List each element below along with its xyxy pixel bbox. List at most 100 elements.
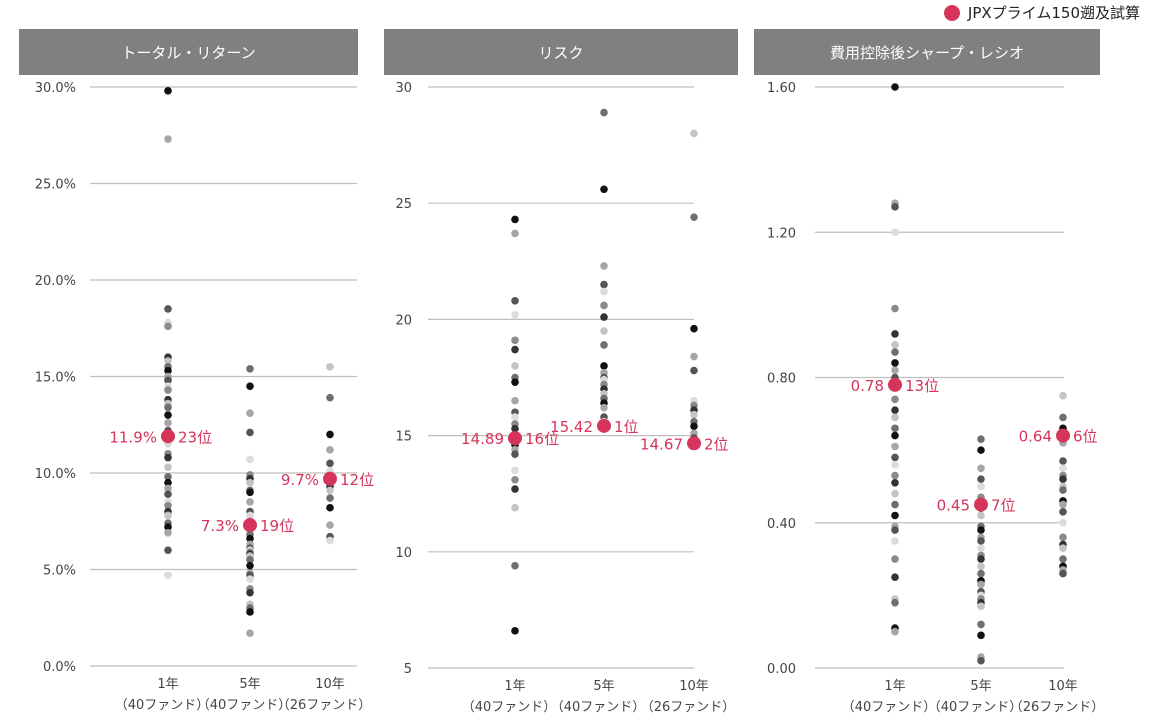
fund-point (511, 297, 519, 305)
fund-point (891, 330, 899, 338)
x-category-sublabel: （26ファンド） (1010, 700, 1105, 715)
index-point (888, 377, 902, 392)
y-tick-label: 1.20 (767, 226, 796, 241)
fund-point (690, 324, 698, 333)
fund-point (164, 571, 172, 580)
fund-point (1059, 391, 1067, 400)
fund-point (600, 301, 608, 310)
fund-point (1059, 413, 1067, 422)
fund-point (164, 419, 172, 427)
fund-point (891, 406, 899, 414)
fund-point (326, 430, 334, 439)
fund-point (511, 362, 519, 370)
index-value-label: 15.42 (550, 418, 593, 436)
panel-title-total-return: トータル・リターン (19, 29, 358, 75)
index-rank-label: 6位 (1073, 428, 1098, 446)
fund-point (891, 627, 899, 636)
x-category-label: 10年 (679, 679, 709, 694)
fund-point (164, 546, 172, 554)
fund-point (891, 366, 899, 375)
fund-point (246, 478, 254, 487)
y-tick-label: 30.0% (35, 81, 76, 96)
y-tick-label: 25 (395, 197, 412, 212)
fund-point (891, 359, 899, 367)
fund-point (164, 490, 172, 499)
fund-point (511, 396, 519, 405)
fund-point (164, 357, 172, 365)
fund-point (600, 313, 608, 321)
index-value-label: 9.7% (281, 471, 319, 489)
fund-point (977, 511, 985, 520)
index-rank-label: 19位 (260, 517, 294, 535)
panel-title-risk: リスク (384, 29, 738, 75)
fund-point (164, 386, 172, 394)
fund-point (511, 378, 519, 386)
fund-point (600, 108, 608, 117)
fund-point (246, 629, 254, 637)
fund-point (891, 228, 899, 237)
fund-point (891, 203, 899, 211)
fund-point (1059, 508, 1067, 516)
fund-point (246, 498, 254, 506)
fund-point (690, 213, 698, 221)
fund-point (600, 327, 608, 335)
fund-point (164, 135, 172, 143)
fund-point (891, 573, 899, 582)
fund-point (977, 555, 985, 563)
fund-point (164, 502, 172, 510)
index-rank-label: 12位 (340, 471, 374, 489)
fund-point (246, 428, 254, 437)
index-point (1056, 428, 1070, 443)
fund-point (246, 556, 254, 564)
fund-point (977, 656, 985, 665)
fund-point (511, 627, 519, 635)
fund-point (326, 503, 334, 512)
index-value-label: 11.9% (109, 428, 157, 446)
y-tick-label: 5.0% (43, 564, 76, 579)
fund-point (690, 422, 698, 431)
fund-point (326, 446, 334, 454)
fund-point (164, 305, 172, 313)
y-tick-label: 30 (395, 81, 412, 96)
fund-point (164, 484, 172, 493)
fund-point (326, 494, 334, 502)
fund-point (164, 529, 172, 537)
fund-point (164, 463, 172, 472)
legend-label: JPXプライム150遡及試算 (967, 4, 1140, 22)
fund-point (511, 485, 519, 493)
fund-point (511, 475, 519, 484)
fund-point (164, 411, 172, 419)
fund-point (1059, 518, 1067, 527)
x-category-label: 5年 (970, 679, 991, 694)
fund-point (246, 534, 254, 543)
fund-point (164, 322, 172, 331)
fund-point (511, 561, 519, 570)
fund-point (326, 393, 334, 402)
fund-point (246, 575, 254, 583)
index-value-label: 7.3% (201, 517, 239, 535)
index-value-label: 0.64 (1019, 428, 1052, 446)
fund-point (326, 536, 334, 545)
fund-point (600, 185, 608, 194)
legend: JPXプライム150遡及試算 (943, 2, 1140, 23)
fund-point (1059, 533, 1067, 542)
index-point (597, 418, 611, 433)
index-rank-label: 16位 (525, 430, 559, 448)
fund-point (977, 602, 985, 611)
fund-point (164, 403, 172, 412)
fund-point (511, 466, 519, 475)
fund-point (600, 280, 608, 289)
x-category-sublabel: （40ファンド） (928, 700, 1023, 715)
index-rank-label: 7位 (991, 497, 1016, 515)
fund-point (164, 523, 172, 531)
fund-point (164, 478, 172, 487)
fund-point (977, 631, 985, 640)
x-category-label: 1年 (504, 679, 525, 694)
fund-point (1059, 555, 1067, 563)
fund-point (977, 569, 985, 578)
fund-point (891, 471, 899, 480)
fund-point (1059, 457, 1067, 465)
fund-point (891, 413, 899, 422)
fund-point (891, 489, 899, 498)
index-point (243, 518, 257, 533)
